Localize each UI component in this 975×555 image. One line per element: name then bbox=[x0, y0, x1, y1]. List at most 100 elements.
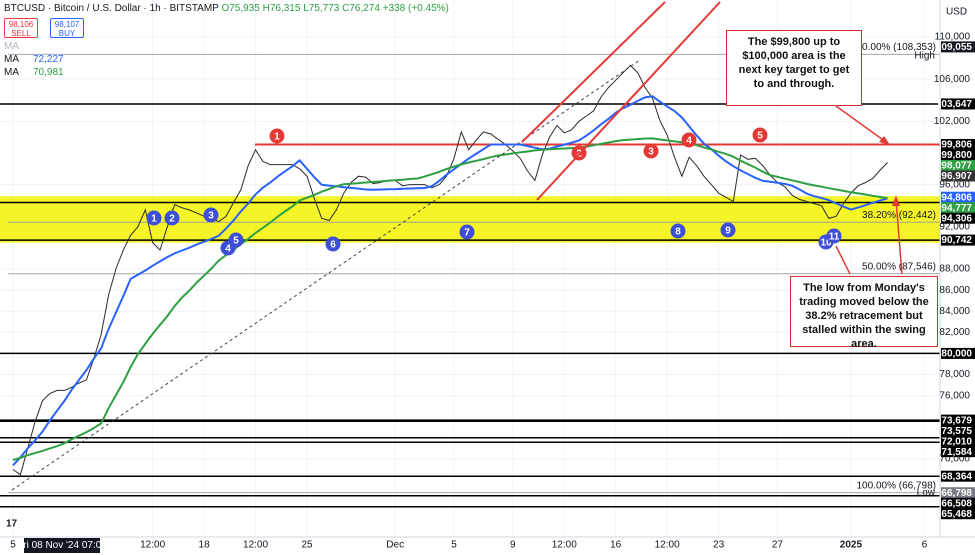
price-label-box bbox=[941, 234, 975, 246]
price-label-box bbox=[941, 41, 975, 53]
price-label-box bbox=[941, 470, 975, 482]
y-tick-label: 86,000 bbox=[939, 285, 970, 296]
price-label-box bbox=[941, 170, 975, 182]
event-marker bbox=[269, 128, 285, 144]
y-tick-label: 70,000 bbox=[939, 454, 970, 465]
indicator-row: MA bbox=[4, 40, 64, 53]
price-label-box bbox=[941, 435, 975, 447]
y-tick-label: 96,000 bbox=[939, 179, 970, 190]
sell-button[interactable]: 98,106 SELL bbox=[4, 18, 38, 38]
event-marker-label: 6 bbox=[330, 240, 336, 251]
event-marker-label: 3 bbox=[208, 211, 214, 222]
currency: USD bbox=[946, 7, 967, 18]
event-marker bbox=[681, 132, 697, 148]
x-tick-label: 16 bbox=[610, 540, 622, 551]
indicator-value: 72,227 bbox=[33, 54, 64, 65]
arrow bbox=[895, 199, 903, 275]
event-marker-label: 7 bbox=[464, 228, 470, 239]
event-marker-label: 4 bbox=[686, 136, 692, 147]
annotation: The low from Monday's trading moved belo… bbox=[790, 276, 938, 350]
ma-line bbox=[12, 137, 888, 461]
y-tick-label: 78,000 bbox=[939, 369, 970, 380]
high-label: High bbox=[914, 51, 935, 62]
channel-line bbox=[521, 1, 666, 143]
event-marker bbox=[826, 228, 842, 244]
sell-label: SELL bbox=[11, 29, 31, 38]
price-label: 66,798 bbox=[941, 488, 972, 499]
fib-label: 50.00% (87,546) bbox=[862, 261, 936, 272]
ma-line bbox=[12, 95, 888, 466]
x-tick-label: 12:00 bbox=[243, 540, 268, 551]
event-marker-label: 1 bbox=[151, 214, 157, 225]
price-label: 65,468 bbox=[941, 509, 972, 520]
event-marker-label: 11 bbox=[829, 232, 840, 243]
price-label-box bbox=[941, 425, 975, 437]
price-label-box bbox=[941, 138, 975, 150]
price-label: 103,647 bbox=[936, 99, 973, 110]
event-marker-label: 5 bbox=[233, 236, 239, 247]
arrow-head bbox=[879, 136, 890, 145]
x-tick-label: 6 bbox=[922, 540, 928, 551]
price-label: 80,000 bbox=[941, 349, 972, 360]
price-label-box bbox=[941, 202, 975, 214]
price-label-box bbox=[941, 149, 975, 161]
indicator-name: MA bbox=[4, 41, 19, 52]
event-marker-label: 2 bbox=[169, 214, 175, 225]
x-tick-label: 2025 bbox=[840, 540, 863, 551]
event-marker bbox=[228, 232, 244, 248]
y-tick-label: 106,000 bbox=[934, 74, 971, 85]
symbol: BTCUSD · Bitcoin / U.S. Dollar · 1h · BI… bbox=[4, 3, 219, 14]
indicator-row: MA 70,981 bbox=[4, 66, 64, 79]
x-tick-label: 23 bbox=[713, 540, 725, 551]
price-label: 68,364 bbox=[941, 471, 972, 482]
x-tick-label: 12:00 bbox=[140, 540, 165, 551]
annotation: The $99,800 up to $100,000 area is the n… bbox=[726, 30, 862, 106]
event-marker bbox=[670, 223, 686, 239]
event-marker bbox=[752, 127, 768, 143]
crosshair-label-box bbox=[24, 538, 100, 553]
trend-line bbox=[11, 59, 641, 491]
channel-line bbox=[536, 1, 721, 201]
price-label: 72,010 bbox=[941, 436, 972, 447]
x-tick-label: 18 bbox=[199, 540, 211, 551]
y-tick-label: 102,000 bbox=[934, 116, 971, 127]
y-tick-label: 76,000 bbox=[939, 390, 970, 401]
price-label-box bbox=[941, 487, 975, 499]
price-label-box bbox=[941, 414, 975, 426]
event-marker-label: 1 bbox=[274, 132, 280, 143]
event-marker bbox=[146, 210, 162, 226]
y-tick-label: 82,000 bbox=[939, 327, 970, 338]
ohlc: O75,935 H76,315 L75,773 C76,274 +338 (+0… bbox=[221, 3, 449, 14]
tv-logo: 17 bbox=[6, 519, 18, 530]
event-marker-label: 3 bbox=[648, 147, 654, 158]
event-marker-label: 9 bbox=[725, 226, 731, 237]
price-label: 99,800 bbox=[941, 150, 972, 161]
arrow-head bbox=[892, 195, 900, 206]
price-label-box bbox=[941, 347, 975, 359]
x-tick-label: 27 bbox=[772, 540, 784, 551]
x-tick-label: 12:00 bbox=[552, 540, 577, 551]
price-label: 73,575 bbox=[941, 426, 972, 437]
buy-label: BUY bbox=[58, 29, 76, 38]
crosshair-label: Fri 08 Nov '24 07:00 bbox=[17, 540, 107, 551]
x-tick-label: Dec bbox=[386, 540, 404, 551]
buy-button[interactable]: 98,107 BUY bbox=[50, 18, 84, 38]
price-label-box bbox=[941, 191, 975, 203]
arrow bbox=[835, 245, 851, 275]
event-marker-label: 8 bbox=[675, 227, 681, 238]
price-label-box bbox=[941, 159, 975, 171]
price-label-box bbox=[941, 508, 975, 520]
indicator-value: 70,981 bbox=[33, 67, 64, 78]
indicator-name: MA bbox=[4, 54, 19, 65]
y-tick-label: 110,000 bbox=[935, 32, 971, 43]
event-marker-label: 5 bbox=[757, 131, 763, 142]
x-tick-label: 5 bbox=[451, 540, 457, 551]
x-tick-label: 9 bbox=[510, 540, 516, 551]
price-label: 73,679 bbox=[941, 415, 972, 426]
price-label: 94,777 bbox=[941, 203, 972, 214]
event-marker bbox=[203, 207, 219, 223]
event-marker bbox=[720, 222, 736, 238]
plot-area: 0.00% (108,353) 38.20% (92,442) 50.00% (87… bbox=[0, 0, 940, 537]
event-marker-label: 4 bbox=[225, 244, 231, 255]
